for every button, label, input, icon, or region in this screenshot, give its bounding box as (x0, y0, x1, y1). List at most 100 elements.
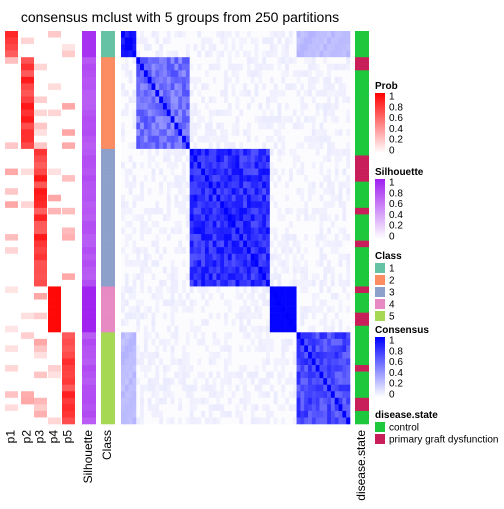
consensus-cell (327, 175, 332, 182)
consensus-cell (216, 227, 221, 235)
consensus-cell (178, 181, 183, 189)
prob-legend-colorbar (375, 93, 385, 153)
consensus-cell (178, 312, 183, 320)
consensus-cell (182, 351, 187, 359)
consensus-cell (216, 201, 221, 209)
consensus-cell (323, 44, 328, 51)
consensus-cell (178, 116, 183, 123)
consensus-cell (227, 312, 232, 320)
consensus-cell (319, 76, 324, 84)
consensus-cell (273, 162, 278, 169)
consensus-cell (304, 417, 309, 425)
consensus-cell (254, 306, 259, 313)
consensus-cell (140, 365, 145, 372)
consensus-cell (338, 371, 343, 379)
consensus-cell (220, 162, 225, 169)
consensus-cell (285, 240, 290, 248)
consensus-cell (258, 188, 263, 196)
consensus-cell (224, 142, 229, 150)
consensus-cell (269, 175, 274, 182)
consensus-cell (178, 96, 183, 104)
consensus-cell (315, 325, 320, 333)
consensus-cell (300, 253, 305, 261)
consensus-cell (178, 207, 183, 215)
consensus-cell (128, 103, 133, 110)
consensus-cell (292, 116, 297, 123)
consensus-cell (162, 253, 168, 261)
consensus-cell (346, 266, 351, 274)
consensus-cell (182, 410, 187, 418)
consensus-cell (216, 76, 221, 84)
consensus-cell (262, 247, 267, 254)
prob-cell (62, 220, 75, 228)
consensus-cell (258, 325, 263, 333)
consensus-cell (174, 325, 179, 333)
consensus-cell (170, 129, 175, 137)
consensus-cell (128, 142, 133, 150)
consensus-cell (319, 207, 324, 215)
consensus-cell (235, 234, 240, 241)
consensus-cell (239, 116, 244, 123)
class-cell (101, 227, 115, 235)
consensus-cell (231, 83, 236, 91)
consensus-cell (277, 227, 282, 235)
consensus-cell (346, 358, 351, 366)
consensus-cell (159, 312, 164, 320)
consensus-cell (178, 234, 183, 241)
consensus-cell (273, 234, 278, 241)
prob-cell (48, 299, 61, 307)
consensus-cell (235, 417, 240, 425)
consensus-cell (334, 148, 339, 156)
consensus-cell (342, 247, 347, 254)
consensus-cell (315, 37, 320, 45)
consensus-cell (319, 332, 324, 340)
consensus-cell (323, 135, 328, 143)
consensus-cell (304, 345, 309, 353)
consensus-cell (227, 89, 232, 97)
consensus-cell (121, 57, 126, 65)
consensus-cell (243, 181, 248, 189)
consensus-cell (338, 89, 343, 97)
consensus-cell (311, 220, 316, 228)
consensus-cell (342, 410, 347, 418)
consensus-cell (262, 234, 267, 241)
consensus-cell (243, 410, 248, 418)
consensus-cell (201, 266, 206, 274)
consensus-cell (304, 188, 309, 196)
consensus-cell (147, 70, 152, 78)
prob-cell (34, 168, 47, 176)
consensus-cell (338, 194, 343, 202)
consensus-cell (308, 312, 313, 320)
consensus-cell (269, 378, 274, 385)
consensus-cell (327, 325, 332, 333)
consensus-cell (292, 175, 297, 182)
consensus-cell (201, 365, 206, 372)
consensus-cell (243, 351, 248, 359)
consensus-cell (235, 155, 240, 163)
consensus-cell (132, 201, 137, 209)
consensus-cell (311, 312, 316, 320)
consensus-cell (185, 89, 190, 97)
consensus-cell (334, 410, 339, 418)
consensus-cell (258, 76, 263, 84)
prob-cell (5, 168, 18, 176)
consensus-cell (323, 365, 328, 372)
consensus-cell (201, 234, 206, 241)
consensus-cell (201, 404, 206, 412)
consensus-cell (151, 345, 156, 353)
consensus-cell (266, 63, 271, 71)
consensus-cell (227, 410, 232, 418)
consensus-cell (208, 306, 213, 313)
consensus-cell (182, 155, 187, 163)
consensus-cell (315, 234, 320, 241)
consensus-cell (266, 83, 271, 91)
consensus-cell (132, 148, 137, 156)
consensus-cell (285, 391, 290, 399)
consensus-cell (189, 332, 194, 340)
consensus-cell (292, 214, 297, 222)
consensus-cell (269, 391, 274, 399)
consensus-cell (292, 162, 297, 169)
prob-cell (34, 397, 47, 405)
consensus-cell (285, 135, 290, 143)
consensus-cell (193, 129, 198, 137)
